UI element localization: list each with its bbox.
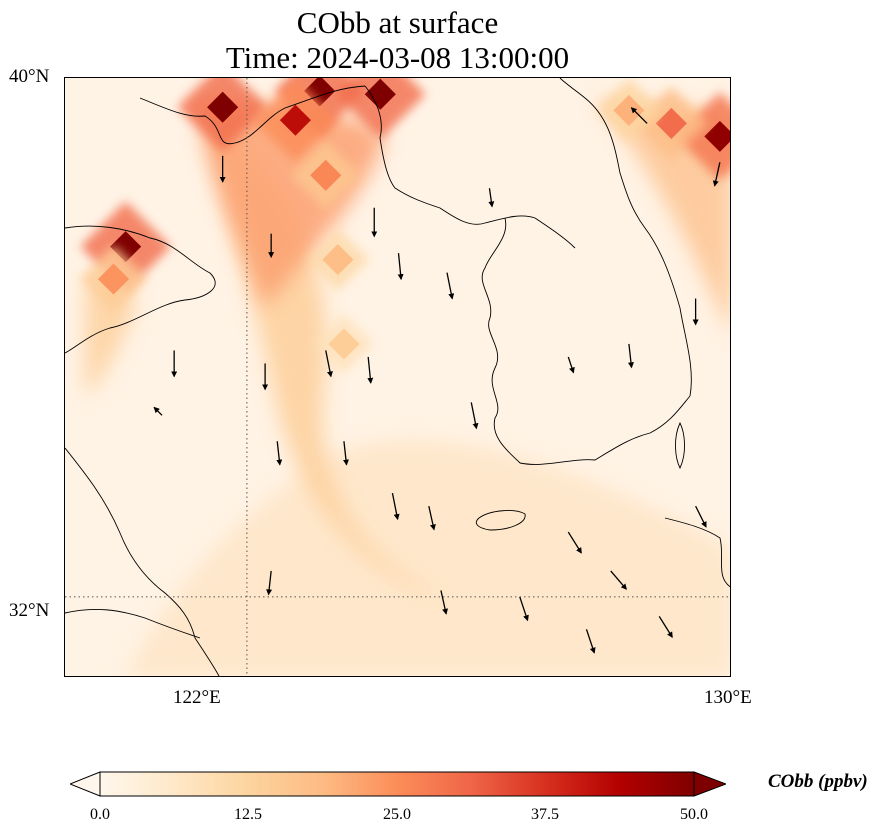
korea-south-coast bbox=[519, 395, 691, 465]
coastline-china-east bbox=[65, 447, 220, 676]
colorbar-tick-4: 50.0 bbox=[680, 806, 708, 823]
tsushima-island bbox=[675, 421, 685, 470]
jeju-island bbox=[475, 510, 526, 531]
hotspot-cell bbox=[310, 159, 342, 191]
wind-arrow bbox=[440, 590, 448, 615]
wind-arrow bbox=[276, 441, 283, 466]
gridlines bbox=[65, 78, 730, 676]
wind-arrow bbox=[397, 253, 404, 281]
wind-arrow bbox=[695, 505, 707, 528]
lon-label-122e: 122°E bbox=[173, 687, 221, 708]
hotspot-cell bbox=[364, 78, 396, 110]
wind-arrow bbox=[153, 406, 163, 416]
map-canvas bbox=[65, 78, 730, 676]
colorbar-tick-0: 0.0 bbox=[90, 806, 110, 823]
wind-arrow bbox=[488, 188, 495, 208]
wind-arrow bbox=[367, 356, 374, 384]
colorbar bbox=[68, 768, 728, 800]
wind-arrow bbox=[712, 162, 721, 187]
hotspot-cell bbox=[328, 328, 360, 360]
northern-plume bbox=[195, 98, 385, 308]
wind-arrow bbox=[446, 272, 455, 300]
wind-arrow bbox=[470, 402, 479, 430]
colorbar-high-extend bbox=[693, 771, 728, 797]
wind-arrow bbox=[325, 350, 333, 378]
colorbar-body bbox=[99, 771, 695, 797]
colorbar-tick-3: 37.5 bbox=[531, 806, 559, 823]
broad-plume-band bbox=[126, 439, 730, 676]
korea-east-coast bbox=[559, 78, 692, 397]
hotspot-cell bbox=[322, 244, 354, 276]
korea-west-coast bbox=[481, 217, 521, 464]
colorbar-tick-2: 25.0 bbox=[383, 806, 411, 823]
hotspot-cell bbox=[279, 104, 311, 136]
wind-arrow bbox=[627, 343, 634, 369]
wind-arrow bbox=[428, 505, 436, 531]
west-plume bbox=[85, 277, 135, 398]
wind-arrow bbox=[658, 616, 673, 639]
wind-arrow bbox=[630, 107, 648, 124]
coastline-liaodong-bay bbox=[139, 85, 366, 145]
wind-vectors bbox=[153, 107, 721, 654]
chart-title: CObb at surface bbox=[296, 5, 499, 40]
coastline-shandong bbox=[65, 225, 216, 354]
lat-label-40n: 40°N bbox=[9, 66, 50, 87]
wind-arrow bbox=[391, 493, 400, 521]
kyushu-coast bbox=[664, 517, 730, 587]
lat-label-32n: 32°N bbox=[9, 600, 50, 621]
wind-arrow bbox=[567, 531, 582, 554]
hotspot-cell bbox=[97, 263, 130, 295]
coastlines bbox=[65, 78, 730, 676]
hotspot-cell bbox=[207, 91, 239, 123]
concentration-field bbox=[79, 78, 730, 676]
map-panel bbox=[64, 77, 731, 677]
wind-arrow bbox=[610, 570, 627, 590]
colorbar-tick-1: 12.5 bbox=[234, 806, 262, 823]
wind-arrow bbox=[519, 596, 529, 622]
chart-subtitle-time: Time: 2024-03-08 13:00:00 bbox=[225, 40, 570, 75]
coastline-liaodong-peninsula bbox=[364, 85, 576, 249]
hotspot-cells bbox=[79, 78, 730, 374]
wind-arrow bbox=[342, 441, 349, 466]
lon-label-130e: 130°E bbox=[704, 687, 752, 708]
colorbar-label: CObb (ppbv) bbox=[768, 771, 868, 792]
colorbar-graphic bbox=[68, 771, 728, 797]
wind-arrow bbox=[585, 629, 596, 654]
wind-arrow bbox=[567, 356, 575, 374]
wind-arrow bbox=[266, 570, 273, 596]
colorbar-low-extend bbox=[68, 771, 101, 797]
yangtze-estuary bbox=[65, 608, 201, 639]
